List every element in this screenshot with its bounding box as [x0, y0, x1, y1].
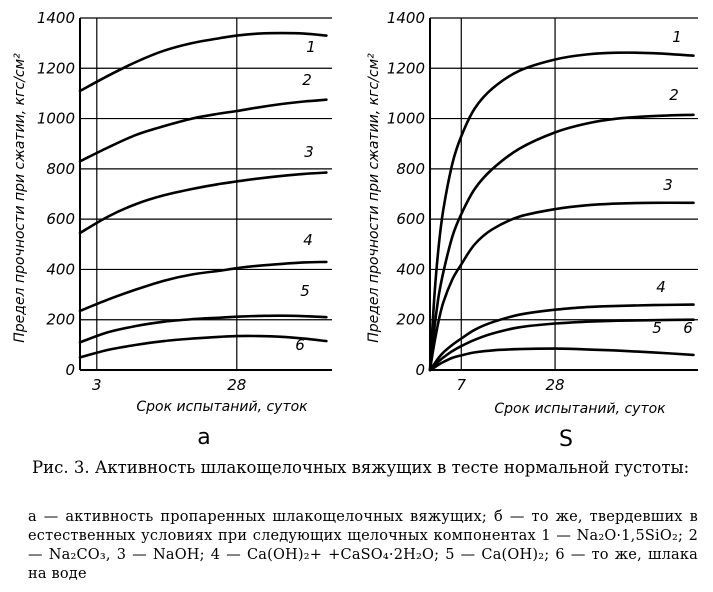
panel-a-series-2-label: 2	[302, 71, 312, 89]
panel-b-label: S	[559, 427, 573, 452]
panel-a-series-2-line	[78, 98, 328, 163]
panel-a-ytick-label: 200	[46, 311, 75, 329]
panel-b-ytick-label: 0	[415, 361, 425, 379]
panel-a-ytick-label: 600	[46, 210, 75, 228]
panel-a-ytick-label: 1400	[37, 9, 75, 27]
panel-b-ytick-label: 1200	[387, 59, 425, 77]
panel-b-series-1-line	[428, 51, 695, 372]
panel-a-series-4-line	[78, 260, 328, 313]
panel-a-ytick-label: 0	[65, 361, 75, 379]
panel-a-ytick-label: 800	[46, 160, 75, 178]
panel-b-series-6-label: 6	[683, 319, 693, 337]
panel-a-ytick-label: 400	[46, 260, 75, 278]
panel-b-series-1-label: 1	[672, 28, 682, 46]
panel-b-series-4-line	[428, 303, 695, 372]
panel-a-ytick-label: 1200	[37, 59, 75, 77]
panel-a-series-3-label: 3	[304, 143, 314, 161]
panel-b-series-5-label: 5	[652, 319, 662, 337]
panel-b-ytick-label: 200	[396, 311, 425, 329]
panel-b-series-6-line	[428, 347, 695, 372]
panel-b-ytick-label: 1000	[387, 110, 425, 128]
panel-b-ytick-label: 1400	[387, 9, 425, 27]
panel-b-series-4-label: 4	[656, 278, 666, 296]
panel-a-series-6-label: 6	[295, 336, 305, 354]
panel-a-ytick-label: 1000	[37, 110, 75, 128]
panel-b-series-2-line	[428, 113, 695, 372]
panel-b-series-5-line	[428, 318, 695, 372]
panel-b-xtick-label: 28	[546, 376, 565, 394]
panel-a-series-1-line	[78, 31, 328, 93]
panel-a-series-3-line	[78, 171, 328, 235]
panel-b-series-2-label: 2	[669, 86, 679, 104]
panel-a-series-5-line	[78, 314, 328, 344]
panel-a-y-axis-title: Предел прочности при сжатии, кгс/см²	[12, 53, 28, 343]
panel-a-label: а	[197, 425, 210, 450]
panel-b-series-3-label: 3	[663, 176, 673, 194]
figure-caption-title: Рис. 3. Активность шлакощелочных вяжущих…	[32, 458, 690, 477]
figure-caption-legend: а — активность пропаренных шлакощелочных…	[28, 509, 698, 582]
panel-a-xtick-label: 28	[227, 376, 246, 394]
panel-a-xtick-label: 3	[92, 376, 102, 394]
panel-b-xtick-label: 7	[456, 376, 466, 394]
panel-a-x-axis-title: Срок испытаний, суток	[136, 399, 308, 415]
panel-b-ytick-label: 600	[396, 210, 425, 228]
panel-b-y-axis-title: Предел прочности при сжатии, кгс/см²	[366, 53, 382, 343]
chart-panel-b: 0 200 400 600 800 1000 1200 1400 7 28 Предел прочн…	[366, 9, 698, 452]
panel-b-ytick-label: 800	[396, 160, 425, 178]
panel-a-series-6-line	[78, 334, 328, 359]
panel-a-series-4-label: 4	[303, 231, 313, 249]
panel-b-ytick-label: 400	[396, 260, 425, 278]
chart-panel-a: 0 200 400 600 800 1000 1200 1400 3 28 Предел прочн…	[12, 9, 332, 450]
panel-a-series-5-label: 5	[300, 282, 310, 300]
panel-b-series-3-line	[428, 201, 695, 372]
panel-b-x-axis-title: Срок испытаний, суток	[494, 401, 666, 417]
panel-a-series-1-label: 1	[306, 38, 316, 56]
